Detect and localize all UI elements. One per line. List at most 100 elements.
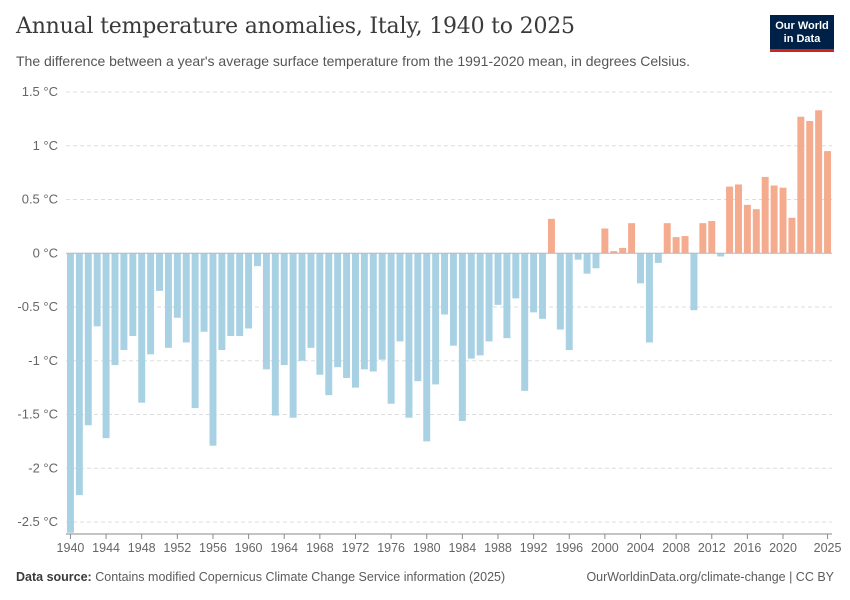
x-tick-label: 1976 (377, 541, 405, 555)
bar-1983 (449, 253, 457, 346)
x-tick-label: 1996 (555, 541, 583, 555)
bar-1977 (396, 253, 404, 342)
bar-1960 (245, 253, 253, 329)
bar-1940 (66, 253, 74, 533)
bar-1964 (280, 253, 288, 366)
bar-1961 (254, 253, 261, 267)
bar-1997 (574, 253, 582, 260)
bar-2003 (628, 223, 636, 254)
bar-1951 (164, 253, 172, 348)
bar-2002 (619, 247, 627, 254)
x-tick-label: 1992 (520, 541, 548, 555)
bar-1984 (458, 253, 466, 421)
chart-title: Annual temperature anomalies, Italy, 194… (16, 14, 575, 39)
x-tick-label: 1940 (57, 541, 85, 555)
bar-1989 (503, 253, 511, 339)
bar-1996 (565, 253, 573, 350)
footer-link[interactable]: OurWorldinData.org/climate-change | CC B… (586, 570, 834, 584)
y-tick-label: -1 °C (28, 353, 58, 368)
x-tick-label: 2020 (769, 541, 797, 555)
bar-1953 (182, 253, 190, 343)
bar-2000 (601, 228, 609, 254)
x-tick-label: 1984 (448, 541, 476, 555)
bar-1986 (476, 253, 484, 356)
bar-1999 (592, 253, 600, 269)
bar-2012 (708, 221, 716, 254)
bar-1972 (352, 253, 359, 388)
bar-1995 (556, 253, 564, 330)
bar-2015 (735, 184, 742, 254)
bar-1956 (209, 253, 217, 446)
data-source-label: Data source: (16, 570, 92, 584)
bar-1971 (343, 253, 351, 378)
bar-1994 (547, 218, 555, 254)
bar-1978 (405, 253, 413, 418)
bar-1959 (236, 253, 244, 337)
x-tick-label: 1972 (342, 541, 370, 555)
bar-1968 (316, 253, 324, 375)
bar-1948 (138, 253, 146, 403)
x-tick-label: 1944 (92, 541, 120, 555)
y-tick-label: -2 °C (28, 460, 58, 475)
x-tick-label: 1988 (484, 541, 512, 555)
bar-2001 (610, 251, 618, 254)
bar-1992 (530, 253, 538, 313)
bar-1946 (120, 253, 128, 350)
bar-1991 (521, 253, 529, 391)
bar-1962 (262, 253, 270, 370)
bar-1965 (289, 253, 297, 418)
data-source-text[interactable]: Contains modified Copernicus Climate Cha… (95, 570, 506, 584)
bar-1990 (512, 253, 520, 299)
bar-1963 (271, 253, 279, 416)
x-tick-label: 2008 (662, 541, 690, 555)
bar-1950 (156, 253, 163, 291)
bar-2023 (806, 121, 814, 254)
bar-1969 (325, 253, 333, 396)
bar-1967 (307, 253, 315, 348)
owid-logo[interactable]: Our World in Data (770, 15, 834, 52)
bar-1979 (414, 253, 422, 382)
bar-1947 (129, 253, 137, 337)
bar-2005 (645, 253, 653, 343)
bar-2017 (752, 209, 760, 254)
bar-1942 (84, 253, 92, 426)
bar-1949 (147, 253, 155, 355)
bar-2025 (824, 151, 832, 254)
y-tick-label: -0.5 °C (17, 299, 58, 314)
bar-2007 (663, 223, 671, 254)
y-tick-label: 0.5 °C (22, 192, 58, 207)
bar-1957 (218, 253, 226, 350)
bar-1981 (432, 253, 440, 385)
x-tick-label: 1980 (413, 541, 441, 555)
x-tick-label: 2025 (814, 541, 842, 555)
bar-1982 (441, 253, 449, 315)
bar-2019 (770, 185, 778, 254)
bar-1975 (378, 253, 386, 360)
bar-2013 (717, 253, 725, 257)
bar-2022 (797, 116, 805, 254)
bar-2014 (726, 186, 734, 254)
chart-subtitle: The difference between a year's average … (16, 53, 691, 69)
bar-2009 (681, 236, 689, 254)
bar-1973 (360, 253, 368, 370)
x-tick-label: 1968 (306, 541, 334, 555)
y-tick-label: 1 °C (33, 138, 58, 153)
bar-1958 (227, 253, 235, 337)
bar-2018 (761, 176, 769, 254)
logo-line-1: Our World (775, 20, 829, 32)
x-tick-label: 1948 (128, 541, 156, 555)
bar-1976 (387, 253, 395, 404)
y-tick-label: -1.5 °C (17, 407, 58, 422)
bar-2008 (672, 237, 680, 254)
bar-2010 (690, 253, 698, 311)
bar-1955 (200, 253, 208, 332)
x-tick-label: 2012 (698, 541, 726, 555)
logo-line-2: in Data (783, 33, 821, 45)
bar-1944 (102, 253, 110, 439)
y-tick-label: 0 °C (33, 245, 58, 260)
bar-2011 (699, 223, 707, 254)
data-source: Data source: Contains modified Copernicu… (16, 570, 505, 584)
bar-1987 (485, 253, 493, 342)
bar-1970 (334, 253, 342, 368)
